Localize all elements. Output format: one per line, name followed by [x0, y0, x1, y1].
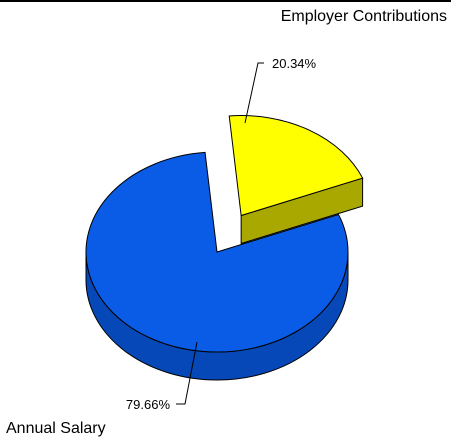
slice-annual-salary-top — [85, 151, 349, 353]
data-label-annual-salary-leader — [176, 341, 198, 405]
slice-employer-contributions-top — [228, 115, 364, 217]
slice-employer-contributions — [228, 115, 364, 245]
data-label-annual-salary: 79.66% — [126, 397, 171, 412]
data-label-employer-contributions-leader — [244, 62, 264, 124]
data-label-employer-contributions: 20.34% — [272, 56, 317, 71]
slice-name-employer-contributions: Employer Contributions — [280, 8, 447, 25]
top-rule — [0, 0, 451, 2]
slice-name-annual-salary: Annual Salary — [6, 420, 106, 437]
slice-annual-salary — [85, 151, 349, 381]
